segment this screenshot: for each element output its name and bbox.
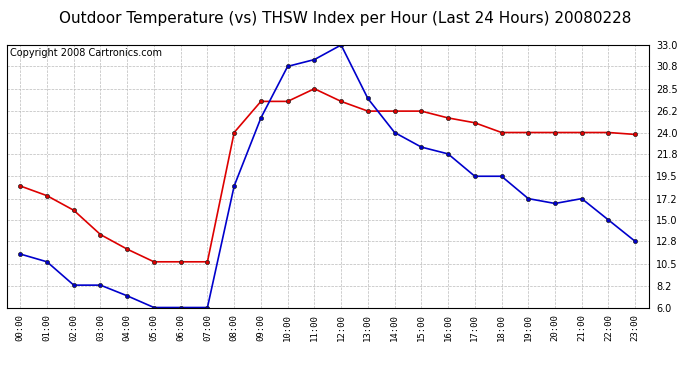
Text: Copyright 2008 Cartronics.com: Copyright 2008 Cartronics.com: [10, 48, 162, 58]
Text: Outdoor Temperature (vs) THSW Index per Hour (Last 24 Hours) 20080228: Outdoor Temperature (vs) THSW Index per …: [59, 11, 631, 26]
